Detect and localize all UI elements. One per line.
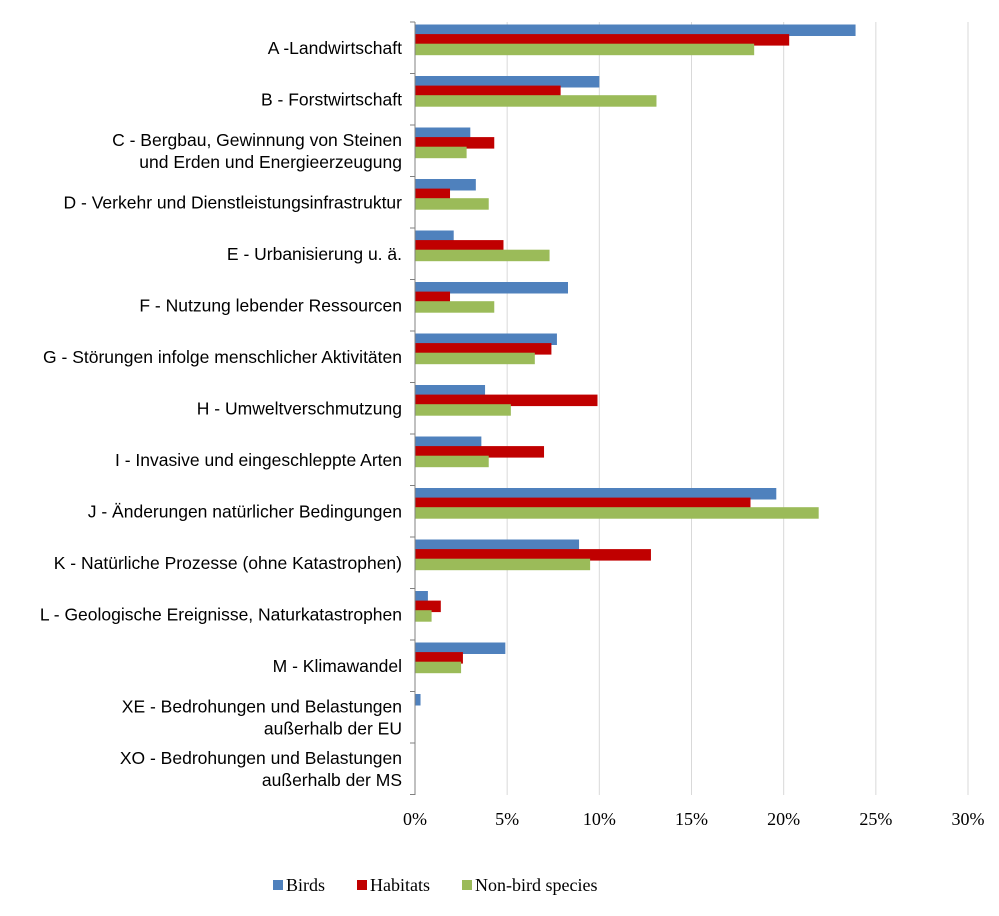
bar-non-bird-species-10 xyxy=(415,558,591,571)
bar-habitats-4 xyxy=(415,240,504,252)
bar-habitats-12 xyxy=(415,652,463,664)
x-tick-label-0: 0% xyxy=(403,809,427,829)
bar-habitats-8 xyxy=(415,446,545,458)
x-tick-label-1: 5% xyxy=(495,809,519,829)
category-label-13: XE - Bedrohungen und Belastungen außerhal… xyxy=(122,696,402,738)
bar-birds-0 xyxy=(415,24,856,36)
legend-swatch-2 xyxy=(462,880,472,890)
bar-birds-4 xyxy=(415,230,454,242)
bar-habitats-9 xyxy=(415,497,751,510)
bar-non-bird-species-4 xyxy=(415,249,550,262)
category-label-3: D - Verkehr und Dienstleistungsinfrastru… xyxy=(64,192,403,212)
bar-birds-8 xyxy=(415,436,482,448)
bars xyxy=(415,24,856,706)
x-tick-label-6: 30% xyxy=(952,809,985,829)
legend-label-1: Habitats xyxy=(370,875,430,895)
bar-habitats-2 xyxy=(415,137,495,149)
category-label-14: XO - Bedrohungen und Belastungen außerhal… xyxy=(120,748,402,790)
category-label-10: K - Natürliche Prozesse (ohne Katastroph… xyxy=(54,553,402,573)
x-tick-labels: 0% 5% 10% 15% 20% 25% 30% xyxy=(403,809,985,829)
bar-birds-2 xyxy=(415,127,471,139)
category-label-5: F - Nutzung lebender Ressourcen xyxy=(139,295,402,315)
category-label-9: J - Änderungen natürlicher Bedingungen xyxy=(88,501,402,521)
bar-habitats-7 xyxy=(415,394,598,407)
bar-birds-1 xyxy=(415,76,600,88)
legend-swatch-0 xyxy=(273,880,283,890)
x-tick-label-4: 20% xyxy=(767,809,800,829)
legend: Birds Habitats Non-bird species xyxy=(273,875,597,895)
bar-habitats-1 xyxy=(415,85,561,98)
legend-label-0: Birds xyxy=(286,875,325,895)
bar-non-bird-species-5 xyxy=(415,301,495,313)
bar-non-bird-species-2 xyxy=(415,146,467,159)
bar-birds-7 xyxy=(415,385,486,397)
x-tick-label-3: 15% xyxy=(675,809,708,829)
bar-habitats-0 xyxy=(415,34,790,46)
category-label-1: B - Forstwirtschaft xyxy=(261,89,402,109)
category-label-2: C - Bergbau, Gewinnung von Steinen und Er… xyxy=(112,130,402,172)
bar-non-bird-species-7 xyxy=(415,404,511,416)
x-tick-label-2: 10% xyxy=(583,809,616,829)
bar-birds-13 xyxy=(415,694,421,706)
bar-birds-12 xyxy=(415,642,506,654)
category-label-11: L - Geologische Ereignisse, Naturkatastr… xyxy=(40,604,402,624)
bar-habitats-3 xyxy=(415,188,451,201)
category-labels: A -Landwirtschaft B - Forstwirtschaft C - … xyxy=(40,38,402,790)
bar-non-bird-species-9 xyxy=(415,507,819,519)
category-label-4: E - Urbanisierung u. ä. xyxy=(227,244,402,264)
bar-habitats-5 xyxy=(415,291,451,304)
category-label-7: H - Umweltverschmutzung xyxy=(197,398,402,418)
bar-birds-5 xyxy=(415,282,568,294)
bar-habitats-6 xyxy=(415,343,552,355)
bar-non-bird-species-1 xyxy=(415,95,657,107)
y-axis xyxy=(410,21,416,795)
bar-non-bird-species-12 xyxy=(415,661,462,674)
bar-non-bird-species-11 xyxy=(415,610,432,622)
category-label-6: G - Störungen infolge menschlicher Aktiv… xyxy=(43,347,402,367)
legend-label-2: Non-bird species xyxy=(475,875,597,895)
x-tick-label-5: 25% xyxy=(859,809,892,829)
bar-non-bird-species-6 xyxy=(415,352,535,365)
bar-non-bird-species-0 xyxy=(415,43,755,56)
bar-birds-9 xyxy=(415,488,777,500)
bar-non-bird-species-3 xyxy=(415,198,489,210)
bar-birds-3 xyxy=(415,179,476,191)
bar-habitats-10 xyxy=(415,549,651,561)
bar-birds-11 xyxy=(415,591,428,603)
bar-habitats-11 xyxy=(415,600,441,613)
bar-non-bird-species-8 xyxy=(415,455,489,468)
category-label-12: M - Klimawandel xyxy=(273,656,402,676)
bar-birds-6 xyxy=(415,333,557,345)
category-label-8: I - Invasive und eingeschleppte Arten xyxy=(115,450,402,470)
bar-birds-10 xyxy=(415,539,580,551)
gridlines xyxy=(506,22,969,795)
legend-swatch-1 xyxy=(357,880,367,890)
category-label-0: A -Landwirtschaft xyxy=(268,38,402,58)
